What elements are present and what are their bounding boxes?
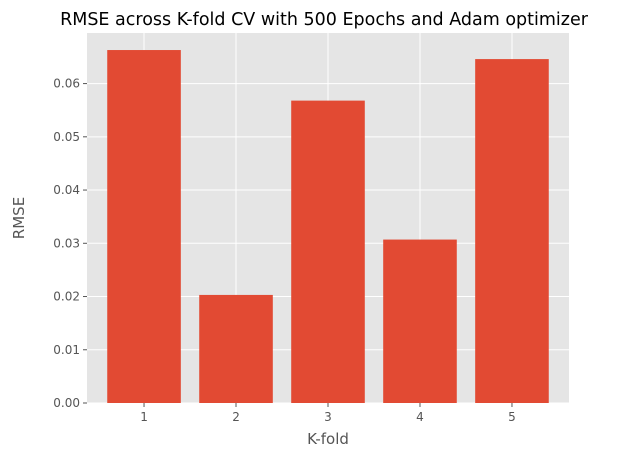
y-tick-label: 0.01 bbox=[53, 343, 80, 357]
y-tick-label: 0.03 bbox=[53, 236, 80, 250]
x-axis-label: K-fold bbox=[307, 430, 349, 448]
x-axis-ticks: 1 2 3 4 5 bbox=[140, 403, 516, 424]
bar-fold-2 bbox=[199, 294, 273, 403]
x-tick-label: 2 bbox=[232, 410, 240, 424]
y-tick-label: 0.05 bbox=[53, 130, 80, 144]
x-tick-label: 3 bbox=[324, 410, 332, 424]
x-tick-label: 4 bbox=[416, 410, 424, 424]
y-tick-label: 0.00 bbox=[53, 396, 80, 410]
y-tick-label: 0.04 bbox=[53, 183, 80, 197]
bar-fold-1 bbox=[107, 50, 181, 403]
bar-fold-5 bbox=[475, 59, 549, 403]
chart-title: RMSE across K-fold CV with 500 Epochs an… bbox=[60, 10, 589, 30]
y-tick-label: 0.02 bbox=[53, 290, 80, 304]
y-tick-label: 0.06 bbox=[53, 77, 80, 91]
x-tick-label: 1 bbox=[140, 410, 148, 424]
y-axis-ticks: 0.00 0.01 0.02 0.03 0.04 0.05 0.06 bbox=[53, 77, 87, 410]
bar-fold-3 bbox=[291, 100, 365, 403]
y-axis-label: RMSE bbox=[10, 197, 28, 239]
x-tick-label: 5 bbox=[508, 410, 516, 424]
bar-fold-4 bbox=[383, 239, 457, 403]
bars bbox=[107, 50, 549, 403]
